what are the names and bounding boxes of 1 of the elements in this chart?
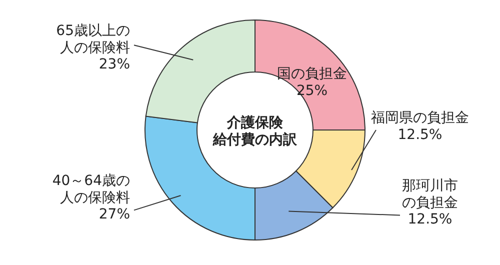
title: 介護保険給付費の内訳 [213,115,297,148]
